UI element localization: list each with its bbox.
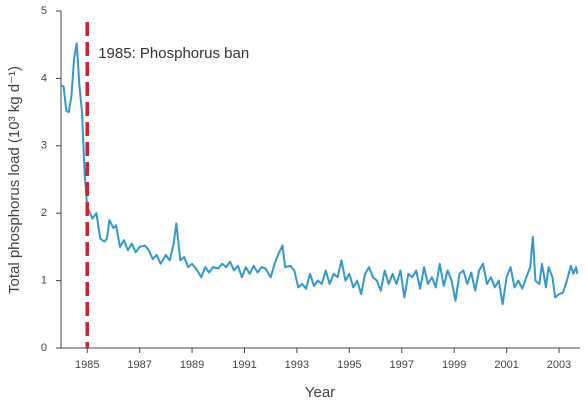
y-tick-label: 1 [41,275,47,287]
x-tick-label: 2003 [547,359,571,371]
x-tick-label: 1999 [442,359,466,371]
x-tick-label: 1997 [390,359,414,371]
y-tick-label: 5 [41,5,47,17]
y-tick-label: 2 [41,207,47,219]
x-tick-label: 1989 [180,359,204,371]
x-axis-label: Year [305,384,335,401]
y-axis-label: Total phosphorus load (10³ kg d⁻¹) [6,66,23,294]
annotation: 1985: Phosphorus ban [98,45,249,62]
data-line [60,42,579,306]
x-tick-label: 2001 [494,359,518,371]
x-tick-label: 1991 [232,359,256,371]
y-tick-label: 3 [41,140,47,152]
y-tick-label: 0 [41,342,47,354]
x-tick-label: 1995 [337,359,361,371]
x-tick-label: 1985 [75,359,99,371]
x-tick-label: 1987 [127,359,151,371]
x-tick-label: 1993 [285,359,309,371]
y-tick-label: 4 [41,72,47,84]
